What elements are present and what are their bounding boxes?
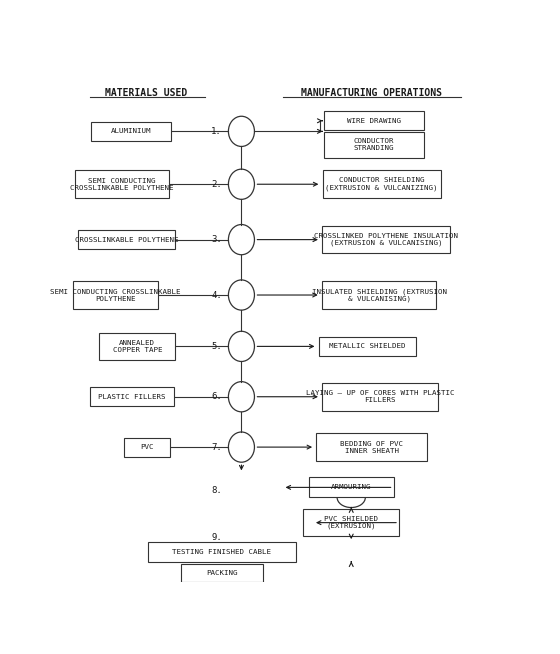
Text: CROSSLINKED POLYTHENE INSULATION
(EXTRUSION & VULCANISING): CROSSLINKED POLYTHENE INSULATION (EXTRUS… [314, 233, 458, 247]
Text: 4.: 4. [211, 290, 222, 300]
Bar [76, 171, 169, 198]
Bar [322, 281, 436, 309]
Text: PLASTIC FILLERS: PLASTIC FILLERS [99, 394, 166, 400]
Bar [324, 111, 424, 130]
Bar [99, 332, 175, 360]
Text: PVC: PVC [141, 444, 154, 450]
Text: SEMI CONDUCTING CROSSLINKABLE
POLYTHENE: SEMI CONDUCTING CROSSLINKABLE POLYTHENE [50, 288, 181, 301]
Bar [148, 542, 296, 562]
Text: ALUMINIUM: ALUMINIUM [110, 128, 151, 134]
Text: INSULATED SHIELDING (EXTRUSION
& VULCANISING): INSULATED SHIELDING (EXTRUSION & VULCANI… [311, 288, 446, 302]
Bar [124, 438, 170, 456]
Text: WIRE DRAWING: WIRE DRAWING [347, 118, 401, 124]
Bar [309, 477, 394, 498]
Text: TESTING FINISHED CABLE: TESTING FINISHED CABLE [172, 549, 272, 555]
Text: ANNEALED
COPPER TAPE: ANNEALED COPPER TAPE [113, 340, 162, 353]
Bar [322, 383, 438, 411]
Text: SEMI CONDUCTING
CROSSLINKABLE POLYTHENE: SEMI CONDUCTING CROSSLINKABLE POLYTHENE [71, 178, 174, 191]
Bar [304, 509, 399, 536]
Bar [78, 230, 175, 249]
Bar [323, 171, 441, 198]
Bar [91, 122, 171, 141]
Bar [90, 387, 174, 406]
Text: 8.: 8. [211, 486, 222, 495]
Text: PVC SHIELDED
(EXTRUSION): PVC SHIELDED (EXTRUSION) [324, 516, 378, 529]
Text: CONDUCTOR
STRANDING: CONDUCTOR STRANDING [353, 139, 394, 152]
Text: 3.: 3. [211, 235, 222, 244]
Text: 1.: 1. [211, 127, 222, 136]
Text: MANUFACTURING OPERATIONS: MANUFACTURING OPERATIONS [301, 88, 442, 97]
Text: CONDUCTOR SHIELDING
(EXTRUSION & VULCANIZING): CONDUCTOR SHIELDING (EXTRUSION & VULCANI… [325, 177, 438, 191]
Text: 2.: 2. [211, 180, 222, 189]
Bar [73, 281, 158, 309]
Text: ARMOURING: ARMOURING [331, 485, 371, 490]
Text: 7.: 7. [211, 443, 222, 452]
Bar [319, 337, 416, 356]
Bar [324, 132, 424, 158]
Text: 6.: 6. [211, 392, 222, 402]
Text: 5.: 5. [211, 342, 222, 351]
Bar [322, 226, 450, 254]
Text: PACKING: PACKING [206, 570, 237, 576]
Text: LAYING – UP OF CORES WITH PLASTIC
FILLERS: LAYING – UP OF CORES WITH PLASTIC FILLER… [306, 390, 455, 404]
Text: METALLIC SHIELDED: METALLIC SHIELDED [329, 343, 405, 349]
Text: BEDDING OF PVC
INNER SHEATH: BEDDING OF PVC INNER SHEATH [340, 441, 403, 454]
Text: MATERIALS USED: MATERIALS USED [105, 88, 187, 97]
Bar [316, 433, 427, 461]
Text: CROSSLINKABLE POLYTHENE: CROSSLINKABLE POLYTHENE [74, 237, 178, 243]
Text: 9.: 9. [211, 533, 222, 542]
Bar [181, 564, 263, 582]
